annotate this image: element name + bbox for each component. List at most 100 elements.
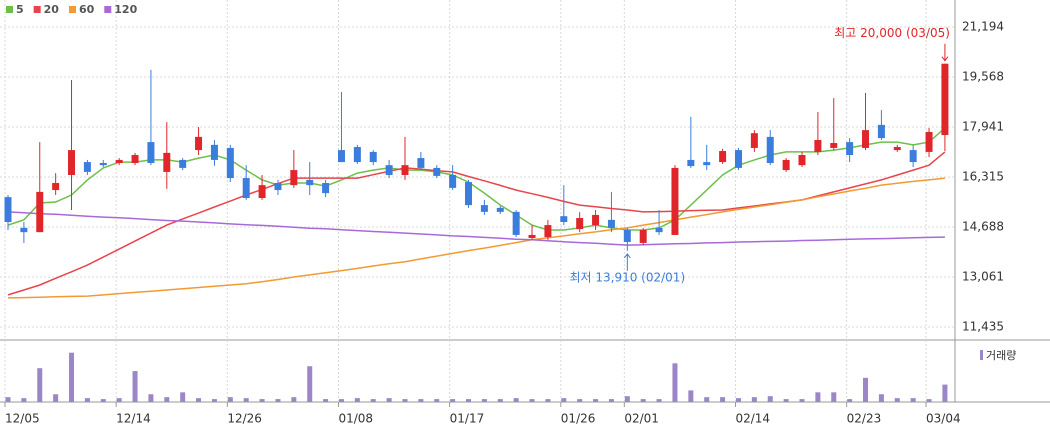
volume-bar	[466, 399, 472, 402]
volume-bar	[608, 399, 614, 402]
candle-body	[131, 155, 139, 164]
volume-bar	[878, 394, 884, 402]
candle-body	[179, 159, 187, 168]
volume-bar	[37, 368, 43, 402]
candle-body	[83, 162, 91, 172]
volume-bar	[847, 399, 853, 402]
volume-bar	[84, 398, 90, 402]
candle-body	[576, 218, 584, 230]
candle-body	[830, 143, 838, 148]
y-tick-label: 11,435	[962, 319, 1004, 333]
volume-bar	[5, 397, 11, 402]
candle-body	[449, 174, 457, 188]
candle-body	[258, 185, 266, 199]
y-tick-label: 21,194	[962, 20, 1004, 34]
volume-bar	[259, 399, 265, 402]
y-tick-label: 19,568	[962, 69, 1004, 83]
candle-body	[703, 162, 711, 166]
high-arrow	[941, 43, 949, 62]
volume-bar	[402, 399, 408, 402]
y-tick-label: 16,315	[962, 169, 1004, 183]
volume-bar	[243, 398, 249, 402]
volume-bar	[164, 397, 170, 402]
x-tick-label: 02/23	[847, 412, 882, 426]
volume-bar	[545, 399, 551, 402]
volume-bar	[196, 398, 202, 402]
candle-body	[242, 178, 250, 199]
candle-body	[544, 225, 552, 238]
legend-swatch	[104, 6, 112, 13]
candle-body	[401, 165, 409, 175]
candle-body	[750, 133, 758, 148]
legend-label: 20	[44, 3, 60, 16]
candle-body	[147, 142, 155, 164]
candle-body	[798, 155, 806, 166]
volume-bar	[497, 399, 503, 402]
x-tick-label: 12/14	[116, 412, 151, 426]
x-tick-label: 01/26	[561, 412, 596, 426]
candle-body	[528, 234, 536, 239]
volume-bar	[577, 399, 583, 402]
volume-bar	[338, 399, 344, 402]
volume-bar	[148, 394, 154, 402]
volume-bar	[910, 398, 916, 402]
ma-line	[7, 177, 945, 299]
legend: 5 20 60 120	[6, 3, 138, 16]
legend-swatch	[6, 6, 13, 13]
volume-bar	[863, 377, 869, 402]
volume-bar	[735, 398, 741, 402]
x-tick-label: 02/01	[624, 412, 659, 426]
candle-body	[496, 207, 504, 212]
volume-bar	[751, 397, 757, 402]
candle-body	[877, 124, 885, 139]
candle-body	[623, 230, 631, 243]
candle-body	[115, 159, 123, 164]
candle-body	[671, 167, 679, 235]
candle-body	[846, 142, 854, 156]
volume-bar	[275, 399, 281, 402]
volume-bar	[354, 398, 360, 402]
volume-bar	[799, 399, 805, 402]
candle-body	[465, 182, 473, 206]
candle-body	[337, 150, 345, 163]
candle-body	[814, 139, 822, 152]
volume-bar	[767, 396, 773, 402]
volume-bar	[942, 384, 948, 402]
candle-body	[68, 150, 76, 175]
candle-body	[719, 151, 727, 163]
volume-bar	[21, 398, 27, 402]
ma-line	[7, 211, 945, 246]
volume-bar	[53, 394, 59, 402]
candle-body	[274, 182, 282, 191]
candle-body	[893, 147, 901, 151]
low-annotation: 최저 13,910 (02/01)	[569, 270, 685, 284]
y-tick-label: 17,941	[962, 120, 1004, 134]
candle-body	[369, 151, 377, 163]
legend-label: 5	[16, 3, 24, 16]
volume-bar	[418, 399, 424, 402]
x-tick-label: 01/08	[338, 412, 373, 426]
candle-body	[734, 150, 742, 168]
volume-bar	[386, 398, 392, 402]
volume-bar	[434, 399, 440, 402]
legend-swatch	[68, 6, 76, 13]
candle-body	[36, 191, 44, 233]
candle-body	[385, 165, 393, 175]
volume-bar	[116, 398, 122, 402]
volume-bar	[132, 371, 138, 402]
volume-bar	[100, 399, 106, 402]
candle-body	[226, 147, 234, 179]
candle-body	[607, 219, 615, 228]
low-arrow	[623, 253, 631, 271]
volume-bar	[513, 398, 519, 402]
candle-body	[639, 230, 647, 243]
x-tick-label: 12/26	[227, 412, 262, 426]
legend-label: 60	[79, 3, 95, 16]
ma-line	[7, 151, 946, 296]
candle-body	[195, 136, 203, 151]
candle-body	[353, 147, 361, 163]
volume-bar	[894, 398, 900, 402]
volume-bar	[831, 392, 837, 402]
volume-bar	[529, 399, 535, 402]
candle-body	[909, 150, 917, 163]
